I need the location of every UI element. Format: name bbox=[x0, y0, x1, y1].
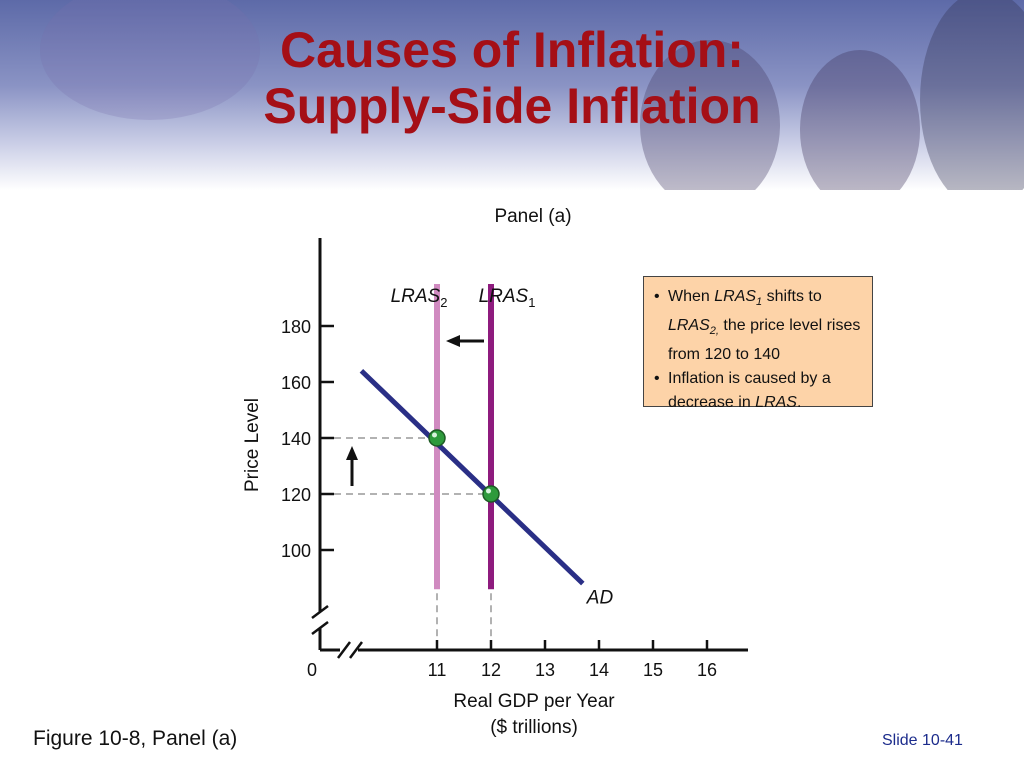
banner-photo-figure bbox=[40, 0, 260, 120]
explanation-callout: • When LRAS1 shifts to LRAS2, the price … bbox=[643, 276, 873, 411]
x-axis-title-line1: Real GDP per Year bbox=[453, 691, 615, 712]
slide-title-line1: Causes of Inflation: bbox=[280, 22, 744, 78]
shift-arrows bbox=[346, 335, 484, 486]
lras1-label-sub: 1 bbox=[528, 295, 535, 310]
callout-b1-var: LRAS1 bbox=[714, 288, 763, 309]
figure-caption: Figure 10-8, Panel (a) bbox=[33, 727, 238, 750]
y-ticks: 100 120 140 160 180 bbox=[281, 317, 334, 561]
ad-curve bbox=[359, 368, 585, 586]
y-axis-title: Price Level bbox=[242, 398, 263, 492]
y-tick-label: 120 bbox=[281, 485, 311, 505]
equilibrium-point-highlight bbox=[432, 432, 437, 438]
guide-lines bbox=[334, 437, 492, 638]
callout-b2-post: . bbox=[796, 394, 802, 412]
callout-b1-sub2: 2, bbox=[709, 325, 719, 338]
banner-photo-figure bbox=[800, 50, 920, 190]
callout-b1-sub: 1 bbox=[756, 296, 763, 309]
lras1-label-name: LRAS bbox=[479, 286, 529, 307]
x-tick-label: 14 bbox=[589, 660, 609, 680]
chart-title: Panel (a) bbox=[494, 206, 571, 227]
x-axis-break-mark bbox=[349, 641, 363, 659]
y-axis-break-mark bbox=[311, 605, 329, 619]
bullet-dot: • bbox=[654, 288, 660, 305]
equilibrium-point-highlight bbox=[486, 488, 491, 494]
left-arrow-head bbox=[446, 335, 460, 347]
callout-bullet-1: • When LRAS1 shifts to LRAS2, the price … bbox=[654, 285, 866, 367]
callout-b1-pre: When bbox=[668, 288, 715, 305]
ad-label: AD bbox=[586, 588, 614, 609]
header-banner bbox=[0, 0, 1024, 190]
x-axis-title-line2: ($ trillions) bbox=[490, 717, 578, 738]
lras2-label: LRAS2 bbox=[391, 286, 448, 310]
equilibrium-points bbox=[428, 429, 500, 503]
equilibrium-point bbox=[428, 429, 446, 447]
slide-title-line2: Supply-Side Inflation bbox=[263, 78, 761, 134]
bullet-dot: • bbox=[654, 370, 660, 388]
series-group bbox=[359, 284, 585, 590]
x-tick-label: 12 bbox=[481, 660, 501, 680]
slide-title: Causes of Inflation: Supply-Side Inflati… bbox=[0, 22, 1024, 134]
banner-photo-figure bbox=[920, 0, 1024, 190]
callout-b1-post: the price level rises from 120 to 140 bbox=[668, 317, 861, 364]
y-axis-break-mark bbox=[311, 621, 329, 635]
slide-number: Slide 10-41 bbox=[882, 732, 963, 749]
y-tick-label: 160 bbox=[281, 373, 311, 393]
callout-b2-pre: Inflation is caused by a decrease in bbox=[668, 370, 831, 412]
callout-b1-var2-text: LRAS bbox=[668, 317, 710, 335]
callout-b1-mid: shifts to bbox=[762, 288, 822, 305]
x-ticks: 11 12 13 14 15 16 bbox=[428, 640, 717, 680]
lras2-label-sub: 2 bbox=[440, 295, 447, 310]
up-arrow-head bbox=[346, 446, 358, 460]
y-tick-label: 100 bbox=[281, 541, 311, 561]
lras2-label-name: LRAS bbox=[391, 286, 441, 307]
callout-bullet-2: • Inflation is caused by a decrease in L… bbox=[654, 367, 866, 415]
x-tick-label: 16 bbox=[697, 660, 717, 680]
callout-b2-var: LRAS bbox=[755, 394, 797, 412]
callout-b1-var2: LRAS2, bbox=[668, 317, 719, 338]
callout-b1-var-text: LRAS bbox=[714, 288, 757, 305]
banner-photo-figure bbox=[640, 40, 780, 190]
x-tick-label: 13 bbox=[535, 660, 555, 680]
x-axis-break-mark bbox=[337, 641, 351, 659]
y-tick-label: 180 bbox=[281, 317, 311, 337]
y-tick-label: 140 bbox=[281, 429, 311, 449]
lras1-label: LRAS1 bbox=[479, 286, 536, 310]
x-tick-label: 11 bbox=[428, 660, 447, 680]
x-origin-label: 0 bbox=[307, 660, 317, 680]
x-tick-label: 15 bbox=[643, 660, 663, 680]
equilibrium-point bbox=[482, 485, 500, 503]
